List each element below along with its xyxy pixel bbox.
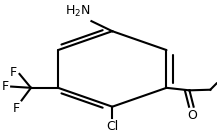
Text: H$_2$N: H$_2$N [65,4,90,19]
Text: Cl: Cl [106,120,118,133]
Text: F: F [10,66,17,79]
Text: F: F [13,102,20,115]
Text: F: F [2,80,9,93]
Text: O: O [188,109,198,122]
